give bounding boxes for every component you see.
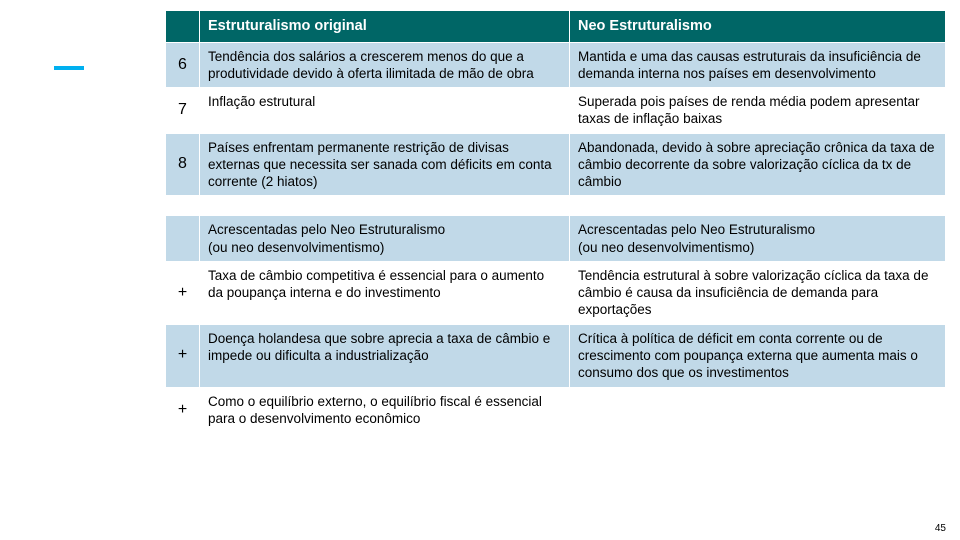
cell-col2: Mantida e uma das causas estruturais da … [570, 42, 946, 88]
cell-col1: Taxa de câmbio competitiva é essencial p… [200, 261, 570, 324]
row-number: 8 [166, 133, 200, 196]
cell-col1: Doença holandesa que sobre aprecia a tax… [200, 324, 570, 387]
row-number: 7 [166, 88, 200, 134]
cell-col2: Tendência estrutural à sobre valorização… [570, 261, 946, 324]
row-number: + [166, 261, 200, 324]
table-row: +Como o equilíbrio externo, o equilíbrio… [166, 387, 946, 433]
table-row: 6Tendência dos salários a crescerem meno… [166, 42, 946, 88]
header-num [166, 11, 200, 43]
cell-col1: Países enfrentam permanente restrição de… [200, 133, 570, 196]
cell-col2 [570, 387, 946, 433]
row-number: + [166, 387, 200, 433]
comparison-table: Estruturalismo original Neo Estruturalis… [165, 10, 946, 433]
spacer-cell [200, 196, 570, 216]
cell-col2: Superada pois países de renda média pode… [570, 88, 946, 134]
header-col2: Neo Estruturalismo [570, 11, 946, 43]
header-col1: Estruturalismo original [200, 11, 570, 43]
table-row: +Doença holandesa que sobre aprecia a ta… [166, 324, 946, 387]
cell-col2: Crítica à política de déficit em conta c… [570, 324, 946, 387]
table-row: 8Países enfrentam permanente restrição d… [166, 133, 946, 196]
row-number: 6 [166, 42, 200, 88]
cell-col1: Como o equilíbrio externo, o equilíbrio … [200, 387, 570, 433]
cell-col2: Abandonada, devido à sobre apreciação cr… [570, 133, 946, 196]
spacer-cell [166, 196, 200, 216]
cell-col2: Acrescentadas pelo Neo Estruturalismo (o… [570, 216, 946, 262]
row-number [166, 216, 200, 262]
cell-col1: Tendência dos salários a crescerem menos… [200, 42, 570, 88]
table-body: 6Tendência dos salários a crescerem meno… [166, 42, 946, 433]
table-row: 7Inflação estruturalSuperada pois países… [166, 88, 946, 134]
row-number: + [166, 324, 200, 387]
page-number: 45 [935, 523, 946, 534]
cell-col1: Acrescentadas pelo Neo Estruturalismo (o… [200, 216, 570, 262]
table-row: Acrescentadas pelo Neo Estruturalismo (o… [166, 216, 946, 262]
accent-bar [54, 66, 84, 70]
table-row [166, 196, 946, 216]
table-row: +Taxa de câmbio competitiva é essencial … [166, 261, 946, 324]
spacer-cell [570, 196, 946, 216]
cell-col1: Inflação estrutural [200, 88, 570, 134]
table-header-row: Estruturalismo original Neo Estruturalis… [166, 11, 946, 43]
